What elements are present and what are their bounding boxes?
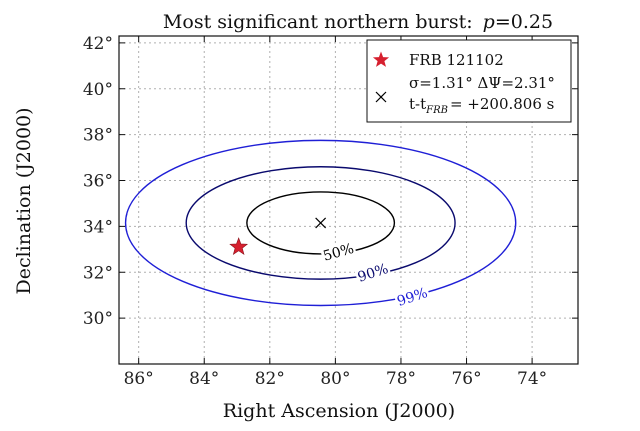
contour-90-ellipse [185,166,456,280]
contour-label-bg [393,282,431,309]
contour-50-ellipse [246,191,396,255]
x-tick-label: 78° [386,369,416,389]
contour-99-ellipse [124,139,517,307]
legend-burst-cross-icon [375,91,387,103]
y-tick-label: 42° [83,34,113,54]
x-tick-label: 74° [517,369,547,389]
confidence-contours: 50%90%99% [124,139,517,310]
markers [229,217,327,255]
x-axis-label: Right Ascension (J2000) [223,400,455,422]
legend-time-label: t-tFRB = +200.806 s [409,95,554,116]
y-tick-label: 36° [83,172,113,192]
legend: FRB 121102 σ=1.31° ΔΨ=2.31° t-tFRB = +200… [366,39,572,123]
cross-stroke [375,91,387,103]
contour-label-bg [319,238,357,264]
y-tick-label: 30° [83,309,113,329]
y-axis-label: Declination (J2000) [13,107,35,294]
y-tick-label: 40° [83,80,113,100]
chart-title: Most significant northern burst: p=0.25 [163,11,553,33]
legend-sigma-label: σ=1.31° ΔΨ=2.31° [409,74,555,92]
y-tick-label: 34° [83,217,113,237]
x-tick-label: 82° [255,369,285,389]
plot-frame [118,35,579,365]
contour-99-label: 99% [395,285,430,310]
contour-50-label: 50% [321,241,355,265]
x-tick-label: 84° [189,369,219,389]
y-tick-label: 32° [83,263,113,283]
cross-stroke [315,217,327,229]
legend-frb-label: FRB 121102 [409,51,504,69]
y-tick-label: 38° [83,126,113,146]
grid [119,36,578,364]
burst-center-cross-icon [315,217,327,229]
x-tick-label: 86° [124,369,154,389]
legend-cross-glyph [375,91,387,103]
legend-box [366,39,572,123]
contour-label-bg [353,258,392,285]
contour-90-label: 90% [356,261,391,286]
frb-position-star-icon [229,237,249,255]
x-tick-label: 80° [320,369,350,389]
axis-ticks: 86° 84° 82° 80° 78° 76° 74° 30° 32° 34° 36° 38° 40° 4… [83,34,578,389]
legend-frb-star-icon [372,51,390,67]
x-tick-label: 76° [451,369,481,389]
